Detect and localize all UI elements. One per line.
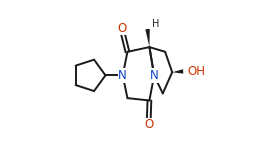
Text: O: O [144, 118, 153, 131]
Polygon shape [172, 69, 183, 74]
Text: H: H [152, 19, 159, 29]
Text: O: O [117, 22, 127, 35]
Text: OH: OH [187, 65, 205, 78]
Text: N: N [150, 69, 158, 82]
Polygon shape [145, 29, 150, 47]
Text: N: N [118, 69, 127, 82]
